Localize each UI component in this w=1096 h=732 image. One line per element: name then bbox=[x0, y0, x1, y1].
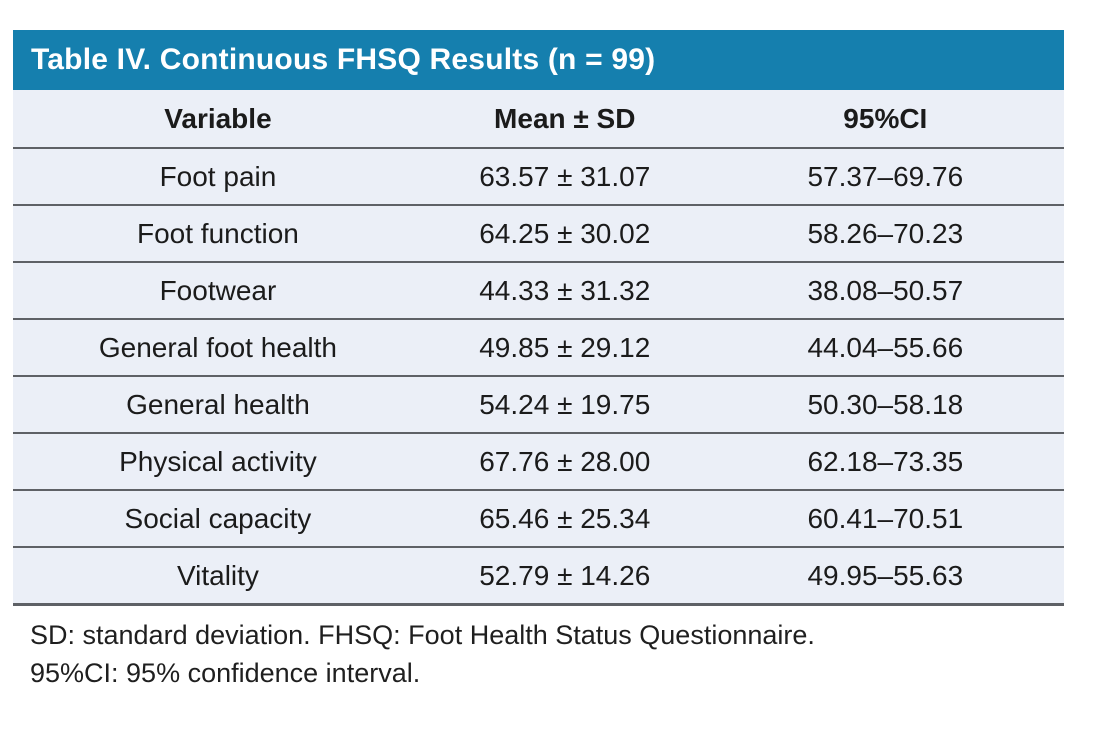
table-row: Foot function 64.25 ± 30.02 58.26–70.23 bbox=[13, 204, 1064, 262]
cell-mean-sd: 44.33 ± 31.32 bbox=[422, 261, 707, 319]
table-title-bar: Table IV. Continuous FHSQ Results (n = 9… bbox=[13, 30, 1064, 90]
header-row: Variable Mean ± SD 95%CI bbox=[13, 90, 1064, 148]
table-row: Physical activity 67.76 ± 28.00 62.18–73… bbox=[13, 432, 1064, 490]
cell-variable: Foot pain bbox=[13, 147, 423, 205]
table-row: Vitality 52.79 ± 14.26 49.95–55.63 bbox=[13, 546, 1064, 605]
cell-variable: General foot health bbox=[13, 318, 423, 376]
table-row: Foot pain 63.57 ± 31.07 57.37–69.76 bbox=[13, 147, 1064, 205]
cell-variable: Physical activity bbox=[13, 432, 423, 490]
cell-variable: Vitality bbox=[13, 546, 423, 605]
table-row: General health 54.24 ± 19.75 50.30–58.18 bbox=[13, 375, 1064, 433]
cell-mean-sd: 65.46 ± 25.34 bbox=[422, 489, 707, 547]
cell-ci: 58.26–70.23 bbox=[706, 204, 1064, 262]
table-row: Social capacity 65.46 ± 25.34 60.41–70.5… bbox=[13, 489, 1064, 547]
column-header-mean-sd: Mean ± SD bbox=[422, 90, 707, 148]
cell-mean-sd: 63.57 ± 31.07 bbox=[422, 147, 707, 205]
cell-ci: 62.18–73.35 bbox=[706, 432, 1064, 490]
cell-variable: Footwear bbox=[13, 261, 423, 319]
footnote-line-2: 95%CI: 95% confidence interval. bbox=[30, 658, 421, 688]
column-header-ci: 95%CI bbox=[706, 90, 1064, 148]
cell-mean-sd: 67.76 ± 28.00 bbox=[422, 432, 707, 490]
column-header-variable: Variable bbox=[13, 90, 423, 148]
cell-ci: 50.30–58.18 bbox=[706, 375, 1064, 433]
table-row: Footwear 44.33 ± 31.32 38.08–50.57 bbox=[13, 261, 1064, 319]
cell-mean-sd: 54.24 ± 19.75 bbox=[422, 375, 707, 433]
table-card: Table IV. Continuous FHSQ Results (n = 9… bbox=[13, 30, 1064, 606]
cell-mean-sd: 64.25 ± 30.02 bbox=[422, 204, 707, 262]
cell-ci: 49.95–55.63 bbox=[706, 546, 1064, 605]
cell-ci: 38.08–50.57 bbox=[706, 261, 1064, 319]
cell-ci: 44.04–55.66 bbox=[706, 318, 1064, 376]
results-table: Variable Mean ± SD 95%CI Foot pain 63.57… bbox=[13, 90, 1064, 606]
cell-variable: General health bbox=[13, 375, 423, 433]
table-footnotes: SD: standard deviation. FHSQ: Foot Healt… bbox=[30, 616, 815, 692]
footnote-line-1: SD: standard deviation. FHSQ: Foot Healt… bbox=[30, 620, 815, 650]
cell-variable: Social capacity bbox=[13, 489, 423, 547]
cell-variable: Foot function bbox=[13, 204, 423, 262]
cell-mean-sd: 52.79 ± 14.26 bbox=[422, 546, 707, 605]
cell-ci: 60.41–70.51 bbox=[706, 489, 1064, 547]
cell-ci: 57.37–69.76 bbox=[706, 147, 1064, 205]
table-title: Table IV. Continuous FHSQ Results (n = 9… bbox=[31, 43, 656, 76]
table-row: General foot health 49.85 ± 29.12 44.04–… bbox=[13, 318, 1064, 376]
cell-mean-sd: 49.85 ± 29.12 bbox=[422, 318, 707, 376]
